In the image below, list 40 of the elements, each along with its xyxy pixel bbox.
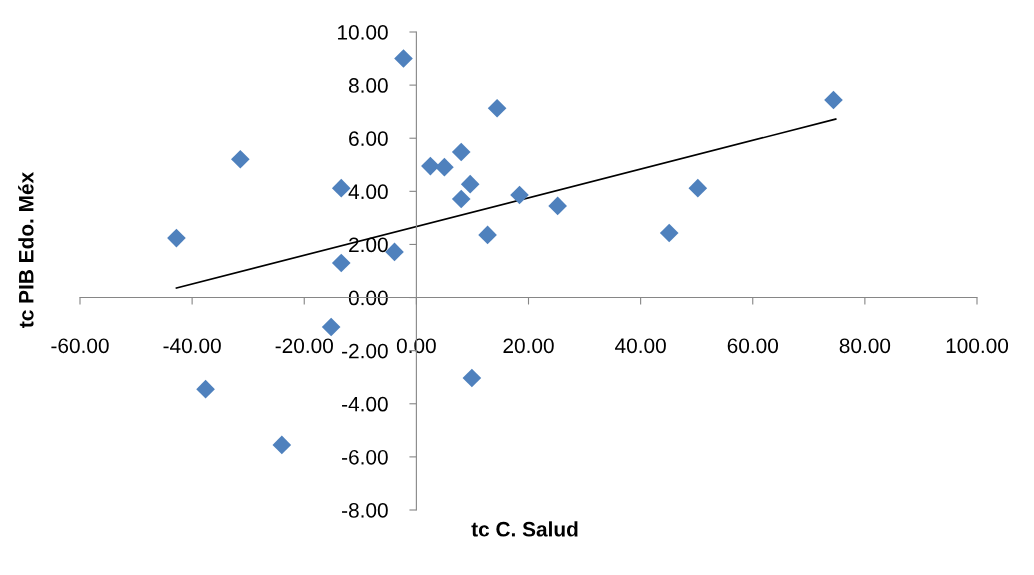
y-tick-label: 10.00 xyxy=(338,25,388,40)
point xyxy=(460,174,480,194)
x-tick-label: -20.00 xyxy=(275,338,333,354)
y-tick-label: -2.00 xyxy=(342,343,388,359)
point xyxy=(548,196,567,216)
x-axis-title: tc C. Salud xyxy=(471,521,578,537)
x-tick-label: 40.00 xyxy=(615,338,666,354)
x-tick-label: 80.00 xyxy=(839,338,891,354)
point xyxy=(510,185,529,205)
point xyxy=(688,178,708,198)
point xyxy=(331,253,351,273)
point xyxy=(272,435,292,455)
x-tick-label: 20.00 xyxy=(503,338,554,354)
point xyxy=(421,156,440,176)
x-tick-label: 0.00 xyxy=(396,338,436,354)
y-tick-label: -8.00 xyxy=(342,503,388,518)
y-tick-label: -6.00 xyxy=(342,449,388,465)
point xyxy=(394,49,413,68)
point xyxy=(451,142,471,162)
point xyxy=(231,149,250,169)
y-tick-label: 6.00 xyxy=(349,131,388,146)
y-axis-title: tc PIB Edo. Méx xyxy=(18,172,34,328)
y-tick-label: 4.00 xyxy=(348,184,388,200)
point xyxy=(167,228,186,248)
point xyxy=(196,379,215,399)
point xyxy=(321,317,341,337)
x-tick-label: -60.00 xyxy=(51,338,109,354)
x-tick-label: 100.00 xyxy=(946,338,1009,354)
y-tick-label: 8.00 xyxy=(348,78,388,93)
point xyxy=(487,98,507,118)
point xyxy=(659,223,679,243)
point xyxy=(824,90,843,110)
point xyxy=(435,157,454,177)
point xyxy=(462,368,482,388)
x-tick-label: -40.00 xyxy=(163,338,221,354)
x-tick-label: 60.00 xyxy=(727,338,778,354)
y-tick-label: -4.00 xyxy=(342,396,388,412)
y-tick-label: 2.00 xyxy=(349,237,388,253)
point xyxy=(451,189,471,209)
point xyxy=(478,225,497,245)
